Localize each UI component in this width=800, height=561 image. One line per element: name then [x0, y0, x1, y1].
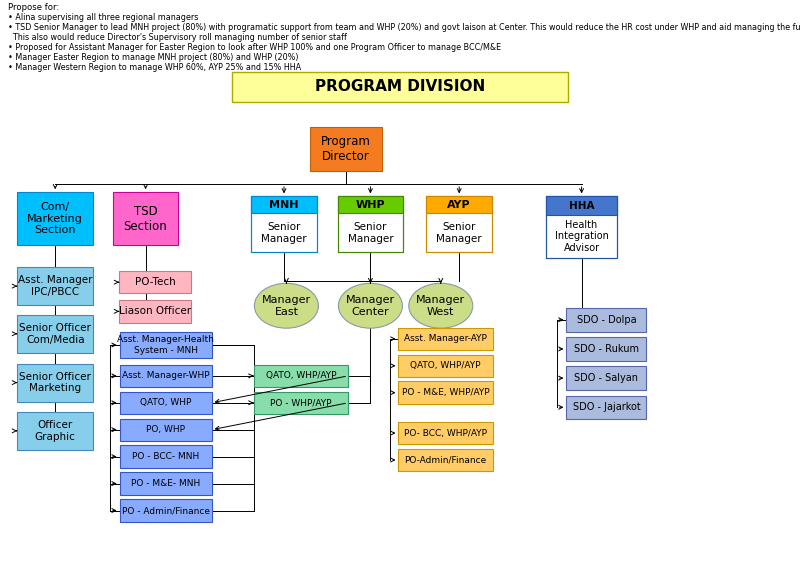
- FancyBboxPatch shape: [120, 332, 211, 358]
- Text: SDO - Salyan: SDO - Salyan: [574, 373, 638, 383]
- Text: • Alina supervising all three regional managers: • Alina supervising all three regional m…: [8, 13, 198, 22]
- Text: Officer
Graphic: Officer Graphic: [34, 420, 76, 442]
- Ellipse shape: [254, 283, 318, 328]
- Text: Asst. Manager
IPC/PBCC: Asst. Manager IPC/PBCC: [18, 275, 93, 297]
- Text: HHA: HHA: [569, 201, 594, 210]
- Text: WHP: WHP: [355, 200, 386, 210]
- Text: Health
Integration
Advisor: Health Integration Advisor: [554, 220, 609, 253]
- FancyBboxPatch shape: [398, 355, 493, 377]
- Text: PO - WHP/AYP: PO - WHP/AYP: [270, 398, 331, 407]
- FancyBboxPatch shape: [18, 267, 93, 305]
- Text: • Manager Easter Region to manage MNH project (80%) and WHP (20%): • Manager Easter Region to manage MNH pr…: [8, 53, 298, 62]
- FancyBboxPatch shape: [120, 392, 211, 414]
- FancyBboxPatch shape: [566, 366, 646, 390]
- FancyBboxPatch shape: [546, 196, 617, 215]
- Text: • Proposed for Assistant Manager for Easter Region to look after WHP 100% and on: • Proposed for Assistant Manager for Eas…: [8, 43, 501, 52]
- FancyBboxPatch shape: [119, 300, 191, 323]
- Text: QATO, WHP/AYP: QATO, WHP/AYP: [410, 361, 481, 370]
- Text: SDO - Dolpa: SDO - Dolpa: [577, 315, 636, 325]
- Text: Asst. Manager-AYP: Asst. Manager-AYP: [404, 334, 487, 343]
- Text: Senior
Manager: Senior Manager: [436, 222, 482, 243]
- FancyBboxPatch shape: [398, 328, 493, 350]
- Text: Liason Officer: Liason Officer: [119, 306, 191, 316]
- Text: SDO - Jajarkot: SDO - Jajarkot: [573, 402, 640, 412]
- Text: Senior
Manager: Senior Manager: [261, 222, 307, 243]
- Text: TSD
Section: TSD Section: [124, 205, 167, 233]
- FancyBboxPatch shape: [18, 315, 93, 353]
- FancyBboxPatch shape: [120, 472, 211, 495]
- Text: Manager
West: Manager West: [416, 295, 466, 316]
- FancyBboxPatch shape: [566, 308, 646, 332]
- Text: Manager
Center: Manager Center: [346, 295, 395, 316]
- FancyBboxPatch shape: [566, 337, 646, 361]
- Text: • Manager Western Region to manage WHP 60%, AYP 25% and 15% HHA: • Manager Western Region to manage WHP 6…: [8, 63, 301, 72]
- FancyBboxPatch shape: [120, 365, 211, 387]
- FancyBboxPatch shape: [546, 196, 617, 258]
- Text: Program
Director: Program Director: [321, 135, 370, 163]
- Text: Senior Officer
Com/Media: Senior Officer Com/Media: [19, 323, 91, 344]
- Text: PO- BCC, WHP/AYP: PO- BCC, WHP/AYP: [404, 429, 487, 438]
- Text: • TSD Senior Manager to lead MNH project (80%) with programatic support from tea: • TSD Senior Manager to lead MNH project…: [8, 23, 800, 32]
- FancyBboxPatch shape: [251, 196, 317, 213]
- FancyBboxPatch shape: [120, 445, 211, 468]
- FancyBboxPatch shape: [398, 449, 493, 471]
- FancyBboxPatch shape: [113, 192, 178, 246]
- FancyBboxPatch shape: [426, 196, 492, 252]
- Text: PO - M&E, WHP/AYP: PO - M&E, WHP/AYP: [402, 388, 490, 397]
- Ellipse shape: [338, 283, 402, 328]
- Text: QATO, WHP/AYP: QATO, WHP/AYP: [266, 371, 336, 380]
- Ellipse shape: [409, 283, 473, 328]
- FancyBboxPatch shape: [398, 422, 493, 444]
- Text: PO-Admin/Finance: PO-Admin/Finance: [405, 456, 486, 465]
- FancyBboxPatch shape: [232, 72, 568, 102]
- FancyBboxPatch shape: [338, 196, 403, 252]
- Text: Senior
Manager: Senior Manager: [347, 222, 394, 243]
- Text: Asst. Manager-WHP: Asst. Manager-WHP: [122, 371, 210, 380]
- FancyBboxPatch shape: [18, 412, 93, 450]
- Text: Com/
Marketing
Section: Com/ Marketing Section: [27, 202, 83, 236]
- Text: This also would reduce Director's Supervisory roll managing number of senior sta: This also would reduce Director's Superv…: [8, 33, 347, 42]
- FancyBboxPatch shape: [18, 364, 93, 402]
- FancyBboxPatch shape: [18, 192, 93, 246]
- Text: Propose for:: Propose for:: [8, 3, 59, 12]
- FancyBboxPatch shape: [254, 365, 348, 387]
- FancyBboxPatch shape: [120, 419, 211, 441]
- FancyBboxPatch shape: [426, 196, 492, 213]
- FancyBboxPatch shape: [338, 196, 403, 213]
- FancyBboxPatch shape: [251, 196, 317, 252]
- Text: PO - BCC- MNH: PO - BCC- MNH: [132, 452, 199, 461]
- FancyBboxPatch shape: [119, 271, 191, 293]
- Text: SDO - Rukum: SDO - Rukum: [574, 344, 639, 354]
- Text: Senior Officer
Marketing: Senior Officer Marketing: [19, 372, 91, 393]
- Text: MNH: MNH: [270, 200, 298, 210]
- Text: QATO, WHP: QATO, WHP: [140, 398, 191, 407]
- FancyBboxPatch shape: [566, 396, 646, 419]
- Text: AYP: AYP: [447, 200, 471, 210]
- Text: PO, WHP: PO, WHP: [146, 425, 185, 434]
- FancyBboxPatch shape: [310, 127, 382, 171]
- Text: PO - Admin/Finance: PO - Admin/Finance: [122, 506, 210, 515]
- FancyBboxPatch shape: [254, 392, 348, 414]
- Text: PO - M&E- MNH: PO - M&E- MNH: [131, 479, 200, 488]
- FancyBboxPatch shape: [120, 499, 211, 522]
- Text: PROGRAM DIVISION: PROGRAM DIVISION: [315, 80, 485, 94]
- Text: PO-Tech: PO-Tech: [135, 277, 175, 287]
- FancyBboxPatch shape: [398, 381, 493, 404]
- Text: Manager
East: Manager East: [262, 295, 311, 316]
- Text: Asst. Manager-Health
System - MNH: Asst. Manager-Health System - MNH: [117, 335, 214, 355]
